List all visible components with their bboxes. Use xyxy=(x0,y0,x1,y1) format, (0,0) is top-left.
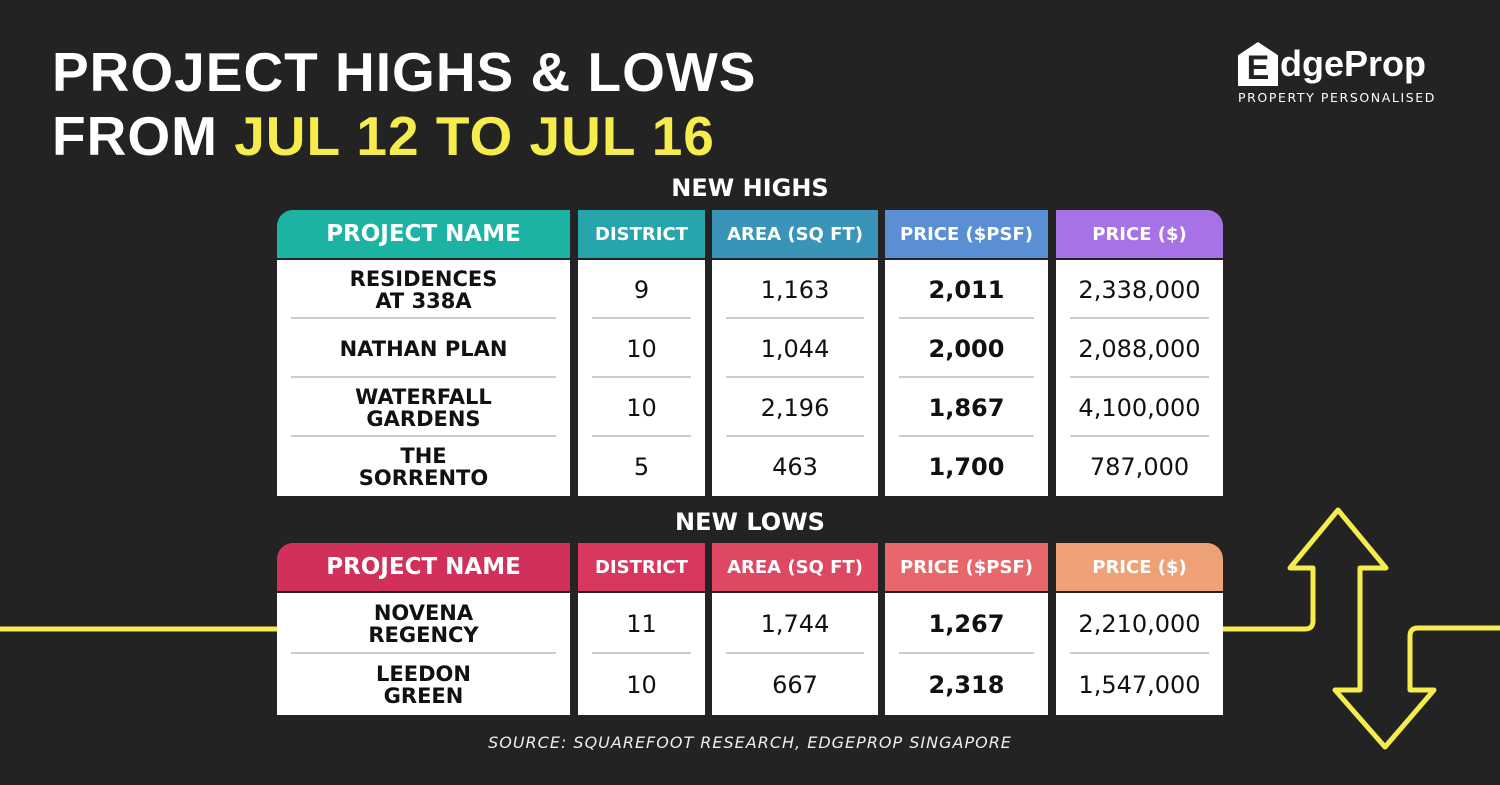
table-row: NATHAN PLAN 10 1,044 2,000 2,088,000 xyxy=(277,319,1223,378)
header-row: PROJECT NAME DISTRICT AREA (SQ FT) PRICE ($… xyxy=(277,210,1223,258)
row-divider xyxy=(592,376,691,378)
cell-district: 5 xyxy=(633,452,650,481)
row-divider xyxy=(291,376,556,378)
column-header-area: AREA (SQ FT) xyxy=(712,210,878,258)
cell-price-psf: 2,011 xyxy=(928,275,1005,304)
row-divider xyxy=(899,317,1034,319)
cell-price: 4,100,000 xyxy=(1078,393,1201,422)
row-divider xyxy=(726,376,864,378)
column-header-district: DISTRICT xyxy=(578,210,705,258)
cell-district: 9 xyxy=(633,275,650,304)
cell-area: 463 xyxy=(772,452,818,481)
row-divider xyxy=(726,435,864,437)
cell-price: 2,088,000 xyxy=(1078,334,1201,363)
house-icon: E xyxy=(1238,42,1278,86)
cell-district: 10 xyxy=(626,393,657,422)
source-note: SOURCE: SQUAREFOOT RESEARCH, EDGEPROP SI… xyxy=(488,733,1012,752)
cell-project-name: NOVENA REGENCY xyxy=(368,600,479,647)
row-divider xyxy=(1070,435,1209,437)
row-divider xyxy=(726,652,864,654)
cell-price-psf: 1,700 xyxy=(928,452,1005,481)
row-divider xyxy=(899,435,1034,437)
column-background xyxy=(712,260,878,496)
table-row: WATERFALL GARDENS 10 2,196 1,867 4,100,000 xyxy=(277,378,1223,437)
cell-project-name: RESIDENCES AT 338A xyxy=(349,266,498,313)
column-background xyxy=(277,260,570,496)
cell-project-name: WATERFALL GARDENS xyxy=(355,384,492,431)
row-divider xyxy=(291,435,556,437)
cell-price-psf: 2,318 xyxy=(928,670,1005,699)
cell-price-psf: 1,267 xyxy=(928,609,1005,638)
logo-brand: dgeProp xyxy=(1280,43,1427,84)
logo-tagline: PROPERTY PERSONALISED xyxy=(1238,90,1437,105)
row-divider xyxy=(291,317,556,319)
table-row: THE SORRENTO 5 463 1,700 787,000 xyxy=(277,437,1223,496)
cell-price-psf: 1,867 xyxy=(928,393,1005,422)
cell-price: 787,000 xyxy=(1089,452,1190,481)
date-range: JUL 12 TO JUL 16 xyxy=(234,105,715,167)
cell-district: 11 xyxy=(626,609,657,638)
cell-price: 2,338,000 xyxy=(1078,275,1201,304)
cell-area: 1,044 xyxy=(760,334,830,363)
column-header-district: DISTRICT xyxy=(578,543,705,591)
row-divider xyxy=(592,317,691,319)
cell-area: 667 xyxy=(772,670,818,699)
column-header-area: AREA (SQ FT) xyxy=(712,543,878,591)
row-divider xyxy=(1070,376,1209,378)
cell-area: 2,196 xyxy=(760,393,830,422)
column-background xyxy=(277,593,570,715)
column-background xyxy=(712,593,878,715)
column-header-price-psf: PRICE ($PSF) xyxy=(885,210,1048,258)
column-header-price-psf: PRICE ($PSF) xyxy=(885,543,1048,591)
row-divider xyxy=(1070,652,1209,654)
header-row: PROJECT NAME DISTRICT AREA (SQ FT) PRICE ($… xyxy=(277,543,1223,591)
title-line-1: PROJECT HIGHS & LOWS xyxy=(52,41,757,103)
highs-table: PROJECT NAME DISTRICT AREA (SQ FT) PRICE ($… xyxy=(277,210,1223,496)
lows-table: PROJECT NAME DISTRICT AREA (SQ FT) PRICE ($… xyxy=(277,543,1223,715)
cell-price-psf: 2,000 xyxy=(928,334,1005,363)
page-title: PROJECT HIGHS & LOWS FROM JUL 12 TO JUL … xyxy=(52,40,757,168)
table-row: LEEDON GREEN 10 667 2,318 1,547,000 xyxy=(277,654,1223,715)
column-background xyxy=(885,260,1048,496)
table-row: NOVENA REGENCY 11 1,744 1,267 2,210,000 xyxy=(277,593,1223,654)
lows-heading: NEW LOWS xyxy=(675,508,825,536)
row-divider xyxy=(726,317,864,319)
column-header-price: PRICE ($) xyxy=(1056,210,1223,258)
cell-price: 2,210,000 xyxy=(1078,609,1201,638)
column-header-project-name: PROJECT NAME xyxy=(277,543,570,591)
cell-area: 1,163 xyxy=(760,275,830,304)
cell-district: 10 xyxy=(626,670,657,699)
cell-project-name: THE SORRENTO xyxy=(358,443,489,490)
row-divider xyxy=(592,435,691,437)
row-divider xyxy=(1070,317,1209,319)
row-divider xyxy=(899,652,1034,654)
column-header-price: PRICE ($) xyxy=(1056,543,1223,591)
cell-project-name: NATHAN PLAN xyxy=(339,336,508,361)
cell-district: 10 xyxy=(626,334,657,363)
highs-heading: NEW HIGHS xyxy=(671,174,829,202)
row-divider xyxy=(592,652,691,654)
column-background xyxy=(885,593,1048,715)
column-background xyxy=(578,593,705,715)
column-background xyxy=(1056,593,1223,715)
column-header-project-name: PROJECT NAME xyxy=(277,210,570,258)
column-background xyxy=(578,260,705,496)
title-line-2: FROM xyxy=(52,105,235,167)
cell-project-name: LEEDON GREEN xyxy=(376,661,471,708)
column-background xyxy=(1056,260,1223,496)
row-divider xyxy=(899,376,1034,378)
row-divider xyxy=(291,652,556,654)
table-row: RESIDENCES AT 338A 9 1,163 2,011 2,338,000 xyxy=(277,260,1223,319)
cell-area: 1,744 xyxy=(760,609,830,638)
cell-price: 1,547,000 xyxy=(1078,670,1201,699)
